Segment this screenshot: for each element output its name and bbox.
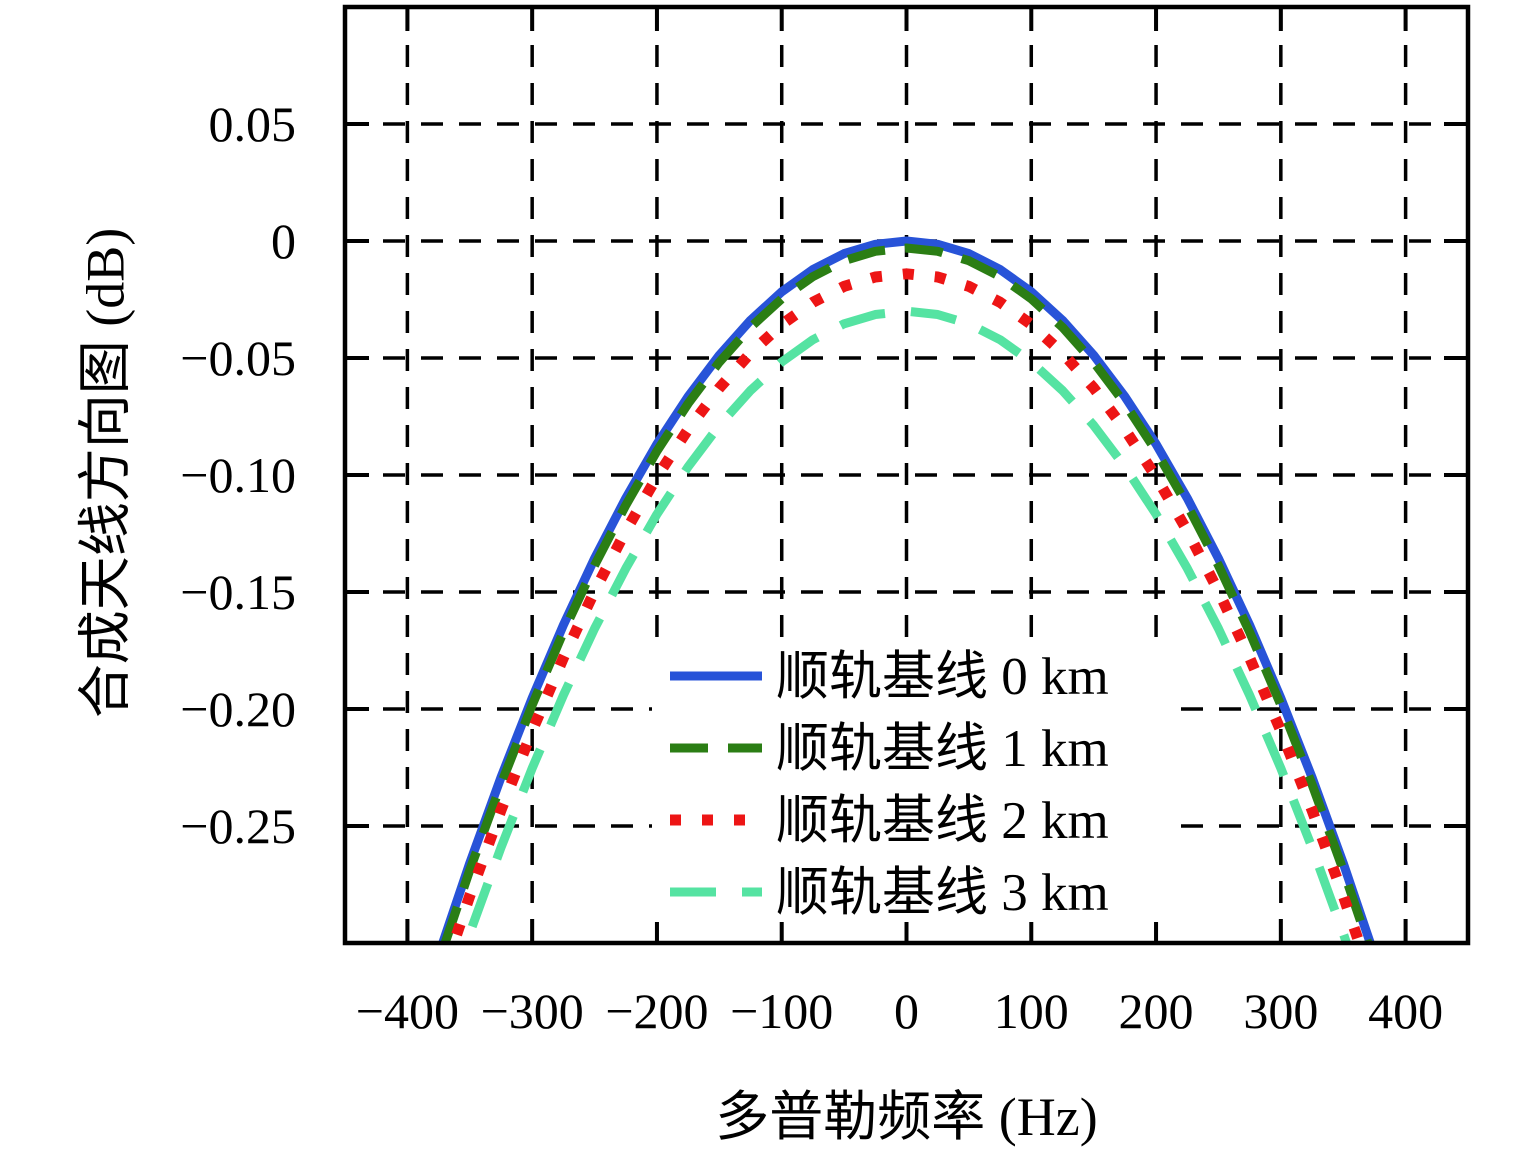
- y-tick-label: 0.05: [209, 96, 297, 152]
- y-tick-label: 0: [271, 213, 296, 269]
- x-tick-label: 200: [1119, 983, 1194, 1039]
- legend-item-label-1: 顺轨基线 1 km: [776, 720, 1109, 778]
- tick-labels: −400 −300 −200 −100 0 100 200 300 400 0.05 0 −0.05 −…: [180, 96, 1443, 1039]
- grid: [345, 7, 1468, 943]
- x-axis-label: 多普勒频率 (Hz): [715, 1087, 1098, 1147]
- x-tick-label: 400: [1368, 983, 1443, 1039]
- legend-item-label-3: 顺轨基线 3 km: [776, 864, 1109, 922]
- y-tick-label: −0.10: [180, 447, 296, 503]
- y-tick-label: −0.20: [180, 681, 296, 737]
- y-tick-label: −0.05: [180, 330, 296, 386]
- y-axis-label: 合成天线方向图 (dB): [75, 227, 136, 719]
- series-line-3: [461, 306, 1352, 943]
- x-tick-label: −300: [481, 983, 584, 1039]
- x-tick-label: 300: [1243, 983, 1318, 1039]
- series-line-1: [440, 243, 1373, 943]
- y-tick-label: −0.25: [180, 798, 296, 854]
- x-tick-label: 100: [994, 983, 1069, 1039]
- legend-item-label-2: 顺轨基线 2 km: [776, 792, 1109, 850]
- legend-background: [652, 638, 1170, 922]
- x-tick-label: 0: [894, 983, 919, 1039]
- x-tick-label: −200: [605, 983, 708, 1039]
- series-group: [437, 236, 1376, 943]
- legend: 顺轨基线 0 km 顺轨基线 1 km 顺轨基线 2 km 顺轨基线 3 km: [652, 638, 1170, 922]
- x-tick-label: −100: [730, 983, 833, 1039]
- y-tick-label: −0.15: [180, 564, 296, 620]
- tick-marks: [345, 7, 1468, 943]
- series-line-2: [447, 268, 1366, 943]
- x-tick-label: −400: [356, 983, 459, 1039]
- legend-item-label-0: 顺轨基线 0 km: [776, 648, 1109, 706]
